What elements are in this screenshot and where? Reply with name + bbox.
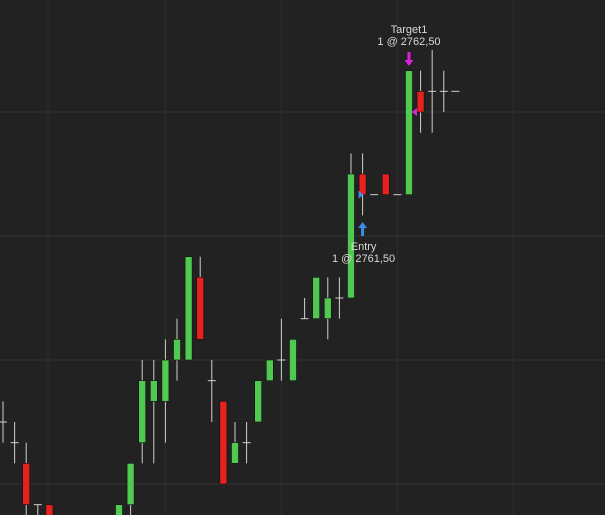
- annotation-label: Entry: [351, 241, 377, 253]
- order-arrow: [404, 52, 414, 66]
- candle-body: [265, 359, 274, 381]
- candle-body: [184, 256, 193, 361]
- candle-body: [416, 91, 425, 113]
- candle-body: [126, 463, 135, 505]
- candle-body: [405, 70, 413, 195]
- candle-body: [45, 504, 54, 515]
- annotation-detail: 1 @ 2762,50: [377, 36, 440, 48]
- candle-body: [196, 277, 204, 340]
- candle-body: [219, 401, 228, 485]
- candle-body: [347, 173, 355, 299]
- candle-body: [254, 380, 262, 423]
- order-arrow: [358, 222, 368, 236]
- candle-body: [115, 504, 123, 515]
- candle-body: [231, 442, 239, 464]
- candle-body: [150, 380, 158, 402]
- candle-body: [381, 173, 390, 195]
- execution-marker: [411, 108, 417, 117]
- execution-marker: [358, 190, 364, 199]
- candle-body: [161, 359, 170, 402]
- annotation-detail: 1 @ 2761,50: [332, 253, 395, 265]
- candle-body: [138, 380, 147, 443]
- candle-body: [323, 297, 332, 319]
- candle-body: [312, 277, 320, 319]
- candle-body: [358, 173, 367, 195]
- candle-body: [22, 463, 31, 505]
- candle-body: [173, 339, 181, 361]
- annotation-label: Target1: [391, 24, 428, 36]
- candle-body: [289, 339, 297, 381]
